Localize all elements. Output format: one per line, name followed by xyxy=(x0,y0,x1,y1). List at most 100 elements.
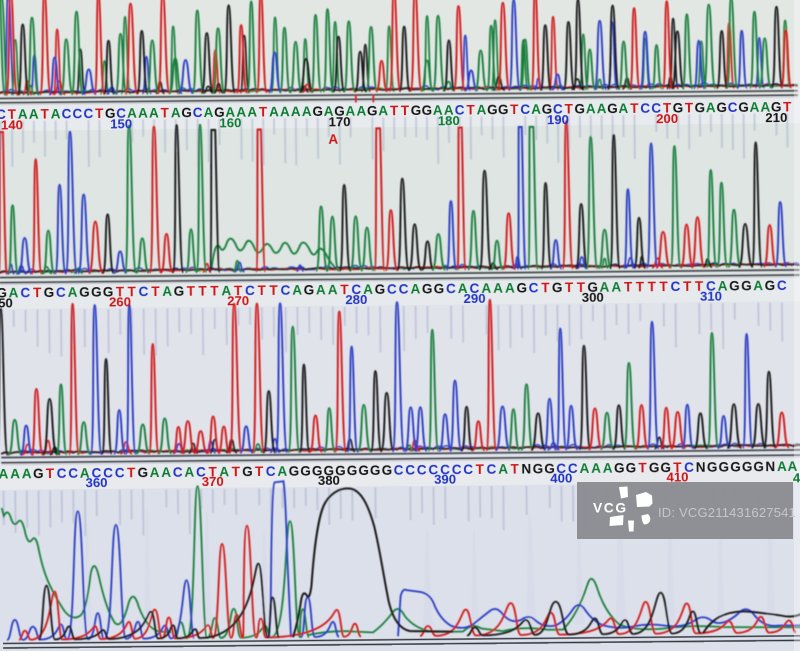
svg-text:A: A xyxy=(225,105,235,120)
svg-text:A: A xyxy=(410,281,420,296)
svg-text:G: G xyxy=(753,459,764,474)
svg-text:T: T xyxy=(685,100,694,115)
svg-text:A: A xyxy=(10,466,20,481)
svg-text:G: G xyxy=(552,280,563,295)
svg-text:G: G xyxy=(729,278,740,293)
svg-text:380: 380 xyxy=(318,473,340,488)
svg-text:A: A xyxy=(292,283,302,298)
svg-text:C: C xyxy=(651,101,661,116)
svg-text:C: C xyxy=(640,101,650,116)
svg-text:G: G xyxy=(358,463,369,478)
svg-text:T: T xyxy=(630,101,639,116)
svg-text:G: G xyxy=(91,285,102,300)
svg-text:C: C xyxy=(57,466,67,481)
svg-text:260: 260 xyxy=(109,294,131,309)
svg-text:G: G xyxy=(289,464,300,479)
svg-text:A: A xyxy=(611,280,621,295)
svg-text:T: T xyxy=(257,283,266,298)
svg-text:290: 290 xyxy=(463,291,485,306)
svg-text:A: A xyxy=(345,104,355,119)
svg-text:C: C xyxy=(553,102,563,117)
svg-text:N: N xyxy=(696,460,706,475)
svg-text:C: C xyxy=(115,465,125,480)
svg-text:C: C xyxy=(706,279,716,294)
svg-text:C: C xyxy=(62,106,72,121)
svg-text:G: G xyxy=(44,285,55,300)
svg-text:T: T xyxy=(624,279,633,294)
svg-text:G: G xyxy=(718,460,729,475)
svg-text:C: C xyxy=(728,100,738,115)
svg-text:T: T xyxy=(390,103,399,118)
svg-text:G: G xyxy=(673,100,684,115)
svg-text:A: A xyxy=(749,100,759,115)
svg-text:G: G xyxy=(335,463,346,478)
svg-text:G: G xyxy=(312,104,323,119)
svg-text:A: A xyxy=(579,461,589,476)
svg-text:A: A xyxy=(0,466,9,481)
svg-text:A: A xyxy=(505,281,515,296)
svg-text:A: A xyxy=(493,281,503,296)
svg-text:A: A xyxy=(586,101,596,116)
svg-text:G: G xyxy=(626,460,637,475)
svg-text:A: A xyxy=(161,465,171,480)
svg-text:T: T xyxy=(127,284,136,299)
svg-text:A: A xyxy=(444,103,454,118)
svg-text:A: A xyxy=(291,104,301,119)
svg-text:G: G xyxy=(742,459,753,474)
svg-text:270: 270 xyxy=(227,293,249,308)
svg-text:G: G xyxy=(730,459,741,474)
svg-text:T: T xyxy=(210,283,219,298)
svg-text:G: G xyxy=(660,460,671,475)
svg-text:A: A xyxy=(600,280,610,295)
svg-text:A: A xyxy=(9,285,19,300)
svg-text:G: G xyxy=(422,281,433,296)
svg-text:A: A xyxy=(777,459,787,474)
svg-text:A: A xyxy=(280,104,290,119)
svg-text:A: A xyxy=(787,459,797,474)
svg-text:T: T xyxy=(565,101,574,116)
svg-text:G: G xyxy=(382,463,393,478)
svg-text:G: G xyxy=(137,465,148,480)
svg-text:280: 280 xyxy=(345,292,367,307)
svg-text:G: G xyxy=(707,460,718,475)
svg-text:A: A xyxy=(68,285,78,300)
svg-text:T: T xyxy=(255,464,264,479)
svg-text:T: T xyxy=(40,107,49,122)
svg-text:G: G xyxy=(738,100,749,115)
svg-text:G: G xyxy=(765,278,776,293)
svg-text:G: G xyxy=(375,282,386,297)
svg-text:C: C xyxy=(387,282,397,297)
svg-text:C: C xyxy=(91,466,101,481)
svg-text:C: C xyxy=(463,462,473,477)
svg-text:C: C xyxy=(196,465,206,480)
svg-text:C: C xyxy=(173,465,183,480)
svg-text:C: C xyxy=(280,283,290,298)
svg-text:A: A xyxy=(481,281,491,296)
svg-text:C: C xyxy=(556,461,566,476)
svg-text:A: A xyxy=(269,104,279,119)
svg-text:G: G xyxy=(370,463,381,478)
svg-text:G: G xyxy=(79,285,90,300)
svg-text:G: G xyxy=(544,461,555,476)
svg-text:G: G xyxy=(334,104,345,119)
svg-text:A: A xyxy=(603,461,613,476)
svg-text:T: T xyxy=(340,282,349,297)
svg-text:C: C xyxy=(446,281,456,296)
svg-text:A: A xyxy=(247,105,257,120)
svg-text:A: A xyxy=(328,282,338,297)
svg-text:G: G xyxy=(487,102,498,117)
svg-text:A: A xyxy=(753,278,763,293)
svg-text:C: C xyxy=(455,103,465,118)
svg-text:T: T xyxy=(33,285,42,300)
svg-text:A: A xyxy=(236,105,246,120)
svg-text:C: C xyxy=(56,285,66,300)
svg-text:N: N xyxy=(521,461,531,476)
svg-text:G: G xyxy=(771,99,782,114)
svg-text:T: T xyxy=(466,102,475,117)
svg-text:A: A xyxy=(363,282,373,297)
svg-text:T: T xyxy=(232,464,241,479)
svg-text:T: T xyxy=(127,465,136,480)
svg-text:A: A xyxy=(324,104,334,119)
svg-text:C: C xyxy=(428,462,438,477)
svg-text:G: G xyxy=(614,461,625,476)
